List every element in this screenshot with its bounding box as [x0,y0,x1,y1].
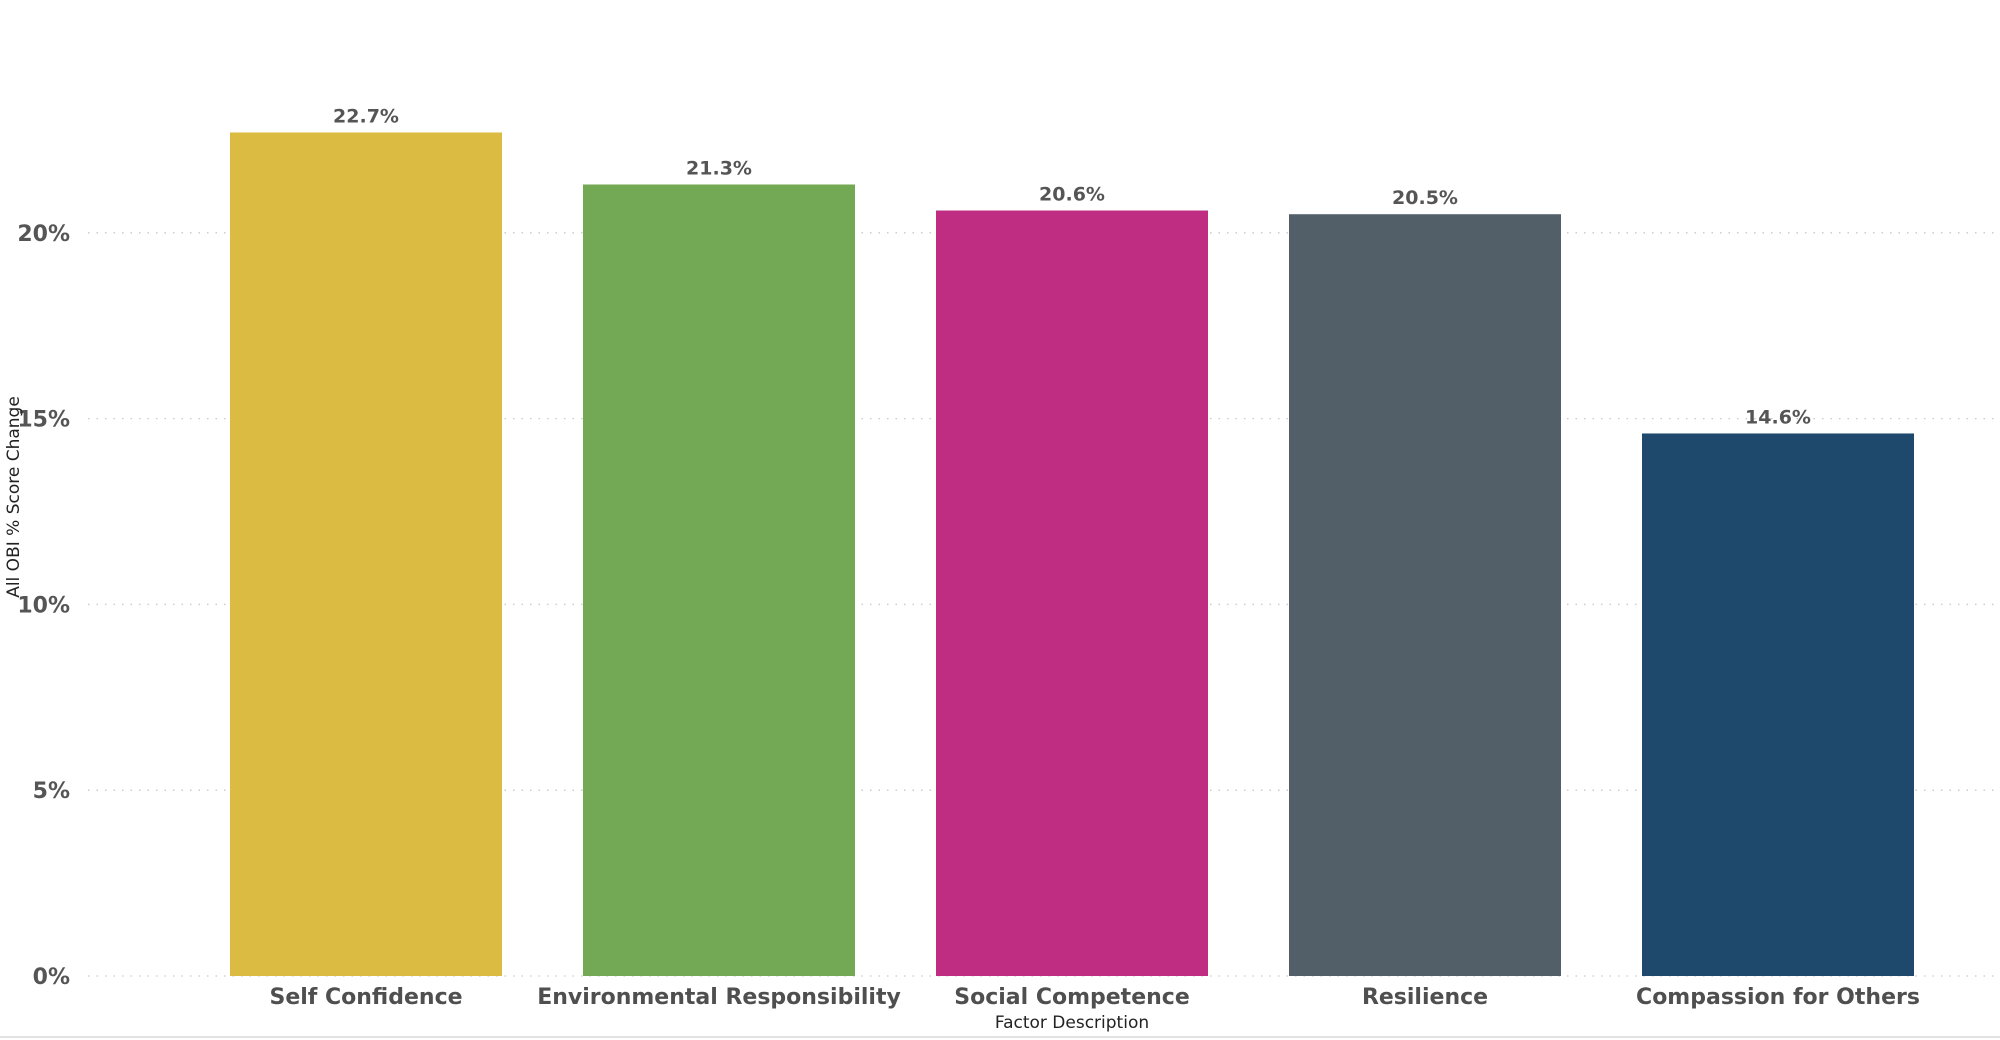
data-label: 22.7% [333,105,399,127]
x-tick-label: Self Confidence [269,985,462,1010]
bottom-divider [0,1036,2000,1038]
bar [1289,214,1561,977]
x-axis-title: Factor Description [995,1013,1149,1033]
x-tick-label: Environmental Responsibility [537,985,901,1010]
x-tick-label: Social Competence [954,985,1190,1010]
data-labels: 22.7% 21.3% 20.6% 20.5% 14.6% [333,105,1811,428]
data-label: 21.3% [686,157,752,179]
y-tick-label: 15% [17,408,70,433]
y-axis-ticks: 0% 5% 10% 15% 20% [17,222,70,990]
bar [1642,433,1914,976]
data-label: 14.6% [1745,406,1811,428]
y-axis-title: All OBI % Score Change [4,396,24,598]
y-tick-label: 20% [17,222,70,247]
x-tick-label: Compassion for Others [1636,985,1920,1010]
bar [583,184,855,976]
x-tick-label: Resilience [1362,985,1488,1010]
bar [936,210,1208,976]
y-tick-label: 0% [33,965,70,990]
x-axis-ticks: Self Confidence Environmental Responsibil… [269,985,1919,1010]
data-label: 20.6% [1039,184,1105,206]
bars [230,132,1914,977]
y-tick-label: 10% [17,593,70,618]
bar [230,132,502,976]
y-tick-label: 5% [33,779,70,804]
data-label: 20.5% [1392,187,1458,209]
